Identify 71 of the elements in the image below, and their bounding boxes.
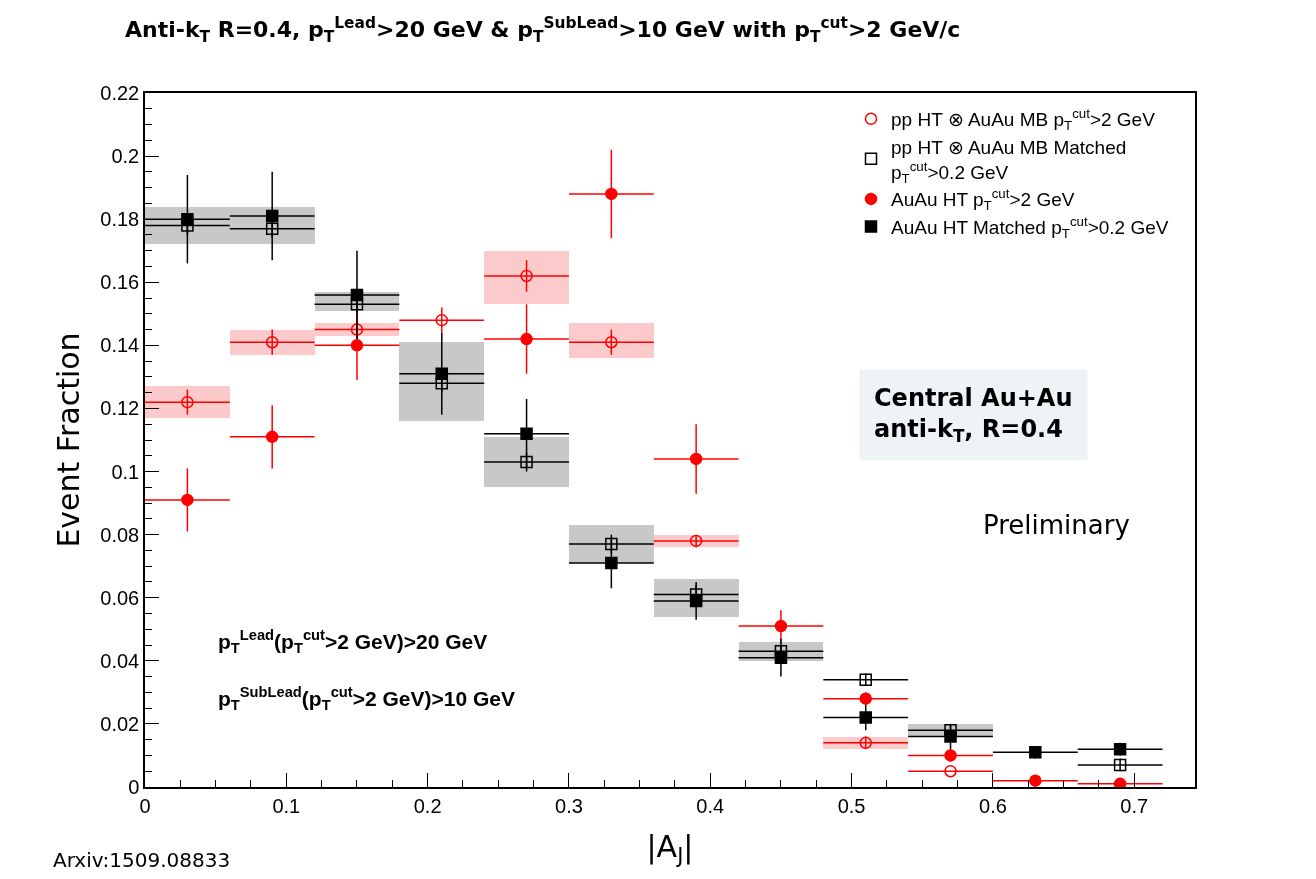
y-tick-label: 0.16 [100,271,140,294]
bar [145,386,230,418]
chart-title: Anti-k$_{T}$ R=0.4, p$_{T}$$^{Lead}$>20 GeV & p$_{T}$$^{SubLead}$>10 GeV with p$_{T}$$^{cut}$>2 GeV/c [125,14,961,46]
annotation: Preliminary [983,510,1130,540]
point [605,187,618,201]
x-tick-label: 0.1 [272,794,301,817]
y-tick-label: 0.1 [111,460,140,483]
point [605,556,618,570]
point [181,212,194,226]
point [605,537,618,551]
point [859,711,872,724]
point [1029,774,1042,787]
point [265,335,279,349]
x-tick-label: 0.7 [1120,794,1149,817]
y-tick-label: 0 [128,776,140,798]
text: Arxiv:1509.08833 [53,848,231,872]
point [774,651,788,664]
point [605,335,618,349]
point [265,222,279,235]
point [265,430,279,444]
point [265,209,279,223]
y-tick-label: 0.06 [100,586,140,609]
legend-label: pp HT ⊗ AuAu MB p$_{T}$$^{cut}$>2 GeV [891,106,1156,134]
point [520,427,533,440]
point [181,395,194,409]
x-tick-label: 0.3 [555,794,583,817]
point [859,673,872,686]
y-tick-label: 0.2 [111,145,140,168]
legend-label: pp HT ⊗ AuAu MB Matched p$_{T}$$^{cut}$>0.2 GeV [891,136,1127,186]
x-tick-label: 0.6 [979,794,1007,817]
point [181,493,194,507]
point [859,736,872,750]
x-tick-label: 0.4 [696,794,725,817]
point [350,339,364,352]
y-tick-label: 0.14 [100,334,140,357]
legend-label: AuAu HT Matched p$_{T}$$^{cut}$>0.2 GeV [891,214,1169,241]
point [435,367,449,380]
annotation: p$_{T}$$^{SubLead}$(p$_{T}$$^{cut}$>2 GeV)>10 GeV [218,684,515,714]
y-tick-label: 0.12 [100,397,140,420]
x-tick-label: 0.2 [413,794,442,817]
x-tick-label: 0.5 [837,794,866,817]
legend-label: AuAu HT p$_{T}$$^{cut}$>2 GeV [891,186,1075,214]
point [1029,746,1042,759]
point [774,619,788,633]
point [350,298,364,311]
point [435,313,449,327]
point [944,730,957,743]
point [689,594,703,608]
bar [399,342,484,421]
annotation: Central Au+Au anti-k$_{T}$, R=0.4 [874,384,1073,447]
point [520,455,533,469]
y-tick-label: 0.04 [100,649,140,672]
point [944,764,957,778]
annotation: p$_{T}$$^{Lead}$(p$_{T}$$^{cut}$>2 GeV)>20 GeV [218,627,488,657]
point [520,332,533,346]
point [689,452,703,466]
bar [484,437,569,487]
y-tick-label: 0.18 [100,208,140,231]
point [689,534,703,548]
y-axis-title: Event Fraction [50,332,86,548]
point [520,269,533,283]
y-tick-label: 0.22 [100,82,140,104]
point [350,288,364,302]
x-axis-title: |A$_{J}$| [646,828,694,869]
y-tick-label: 0.02 [100,712,140,735]
point [350,323,364,336]
y-tick-label: 0.08 [100,523,140,546]
point [944,749,957,762]
point [1113,777,1127,787]
bar [484,251,569,304]
point [859,692,872,705]
